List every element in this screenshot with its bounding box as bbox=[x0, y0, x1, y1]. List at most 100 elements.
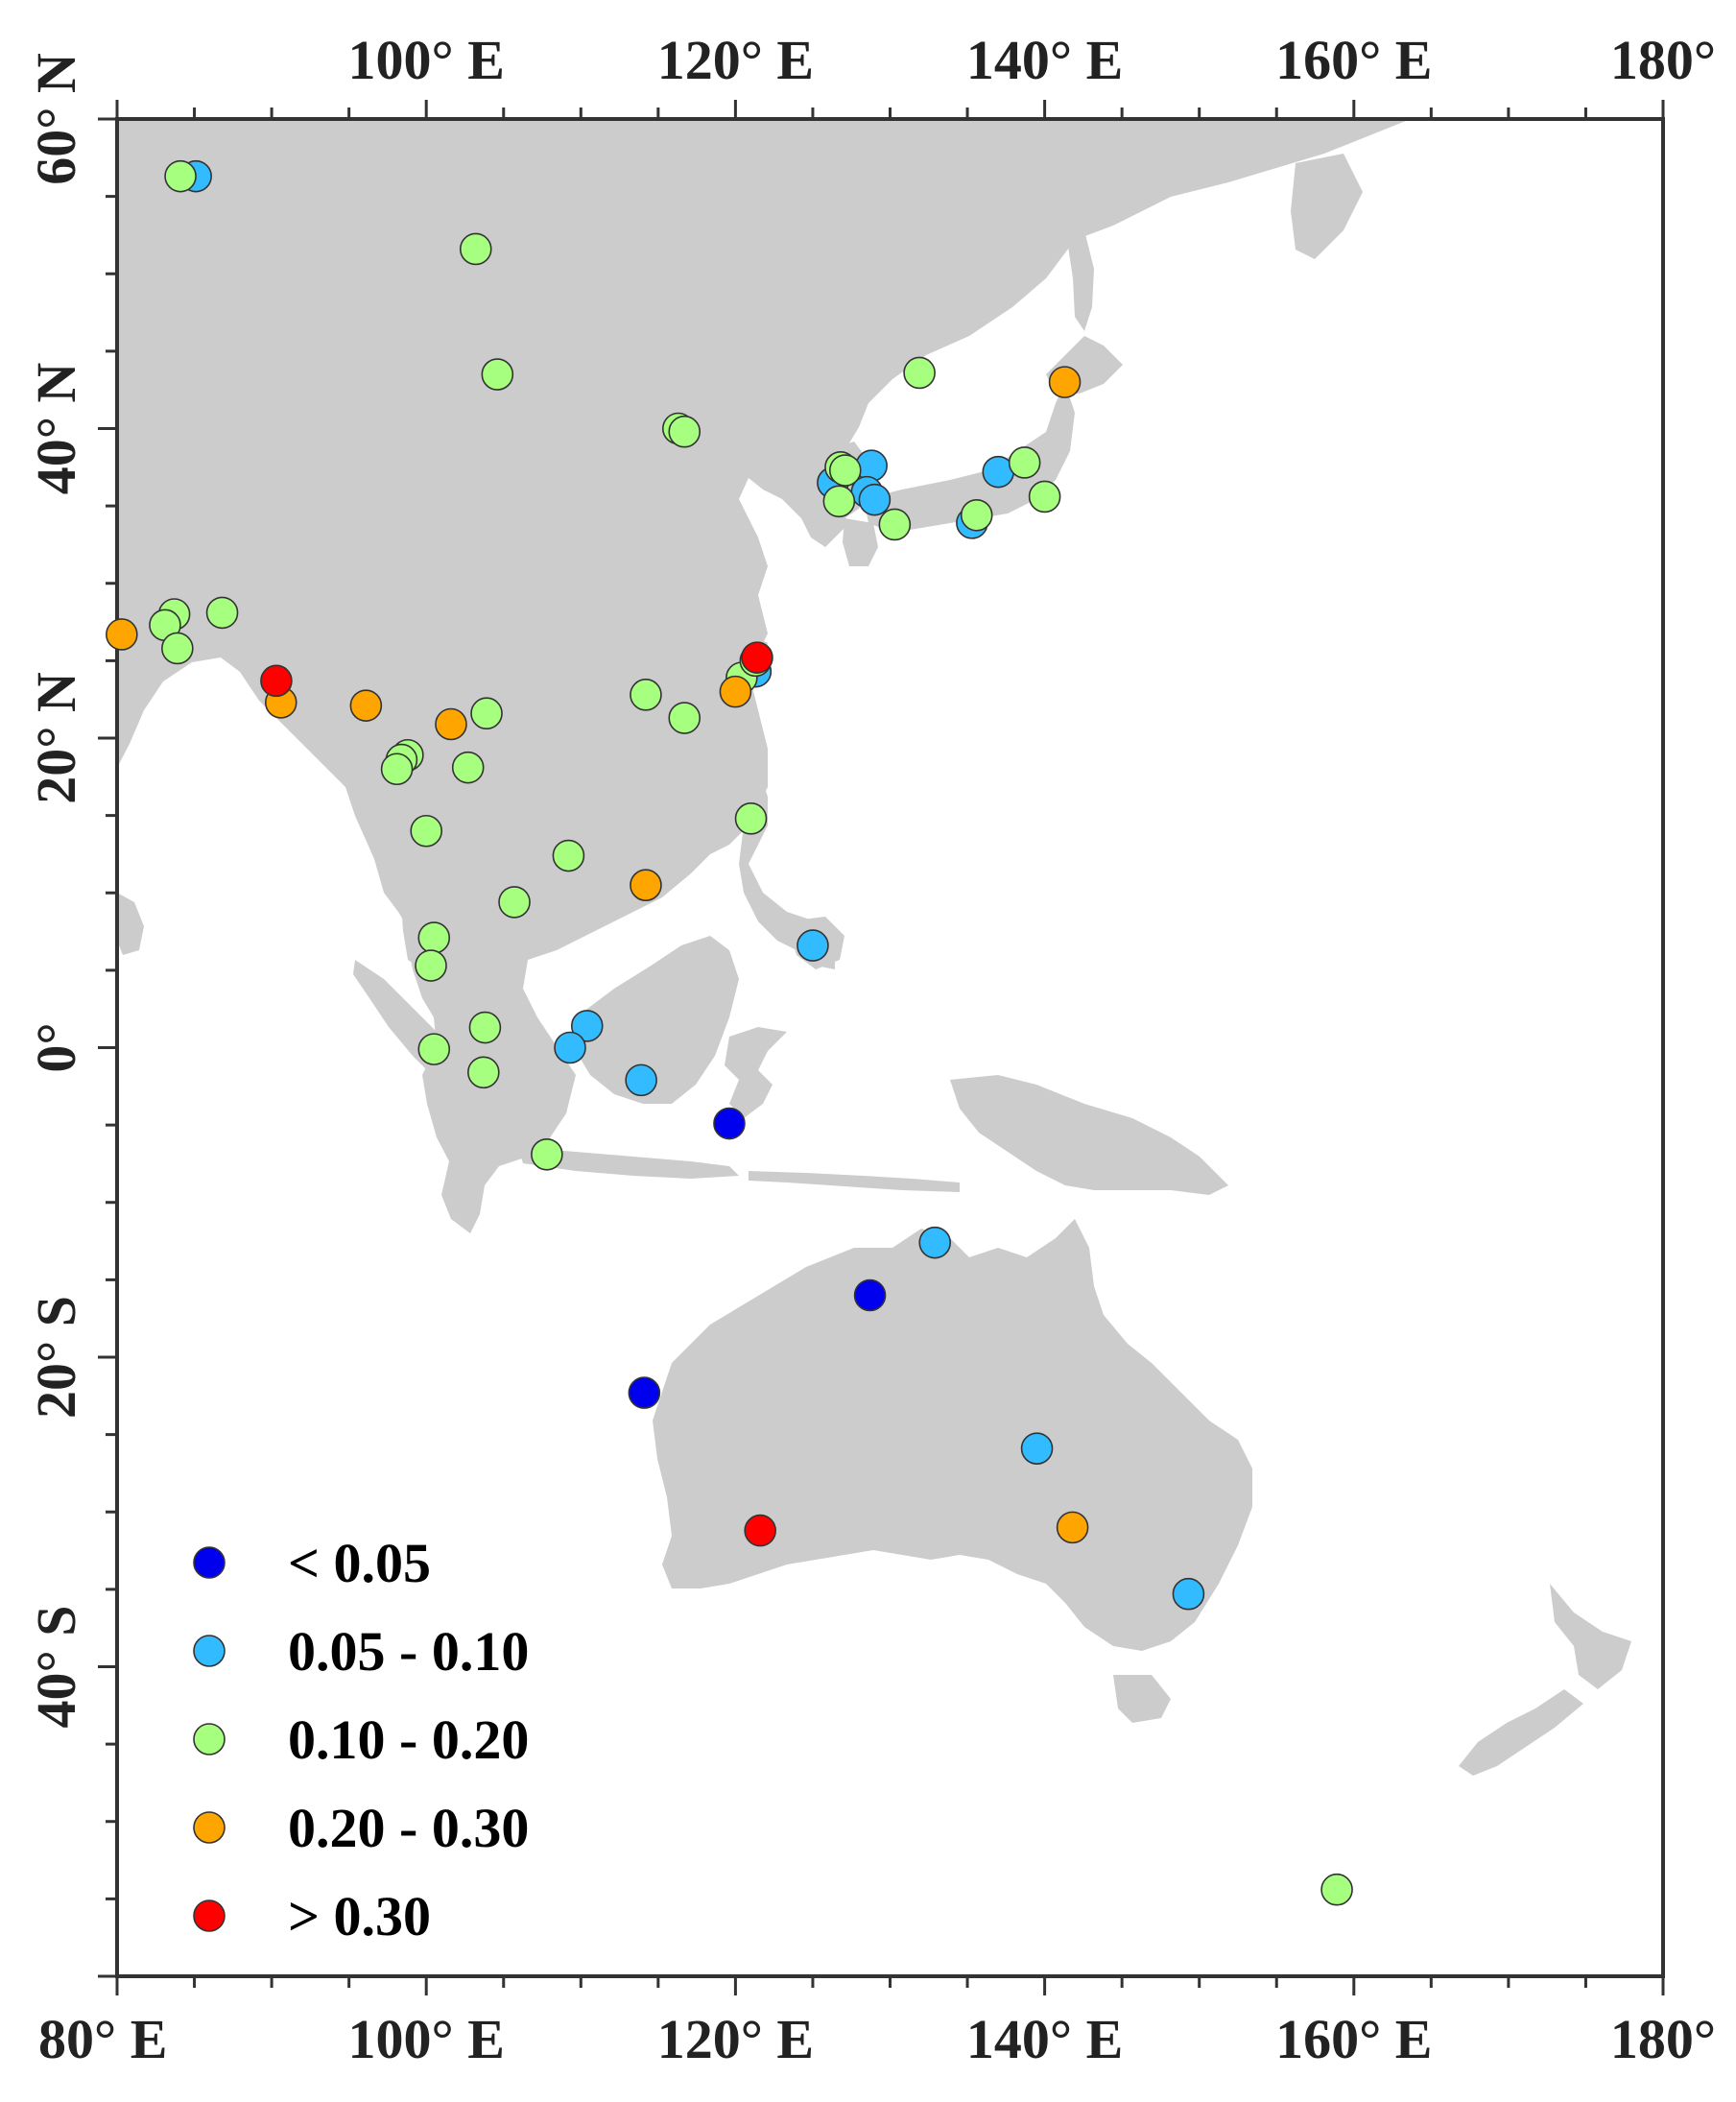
sites-layer bbox=[106, 159, 1353, 1906]
bottom-x-tick-label: 140° E bbox=[966, 2008, 1123, 2070]
y-tick-label: 40° N bbox=[25, 363, 87, 495]
site-marker bbox=[552, 839, 585, 872]
site-marker bbox=[467, 1056, 500, 1089]
site-marker bbox=[417, 1033, 451, 1065]
site-marker bbox=[470, 697, 503, 730]
site-marker bbox=[719, 675, 752, 708]
site-marker bbox=[417, 921, 451, 954]
site-marker bbox=[853, 1278, 887, 1312]
y-tick-label: 20° S bbox=[25, 1296, 87, 1419]
site-marker bbox=[797, 929, 829, 962]
site-marker bbox=[625, 1063, 657, 1097]
site-marker bbox=[858, 483, 892, 516]
site-marker bbox=[161, 632, 194, 665]
bottom-x-tick-label: 180° bbox=[1610, 2008, 1716, 2070]
site-marker bbox=[1020, 1432, 1054, 1465]
site-marker bbox=[828, 454, 862, 487]
site-marker bbox=[451, 751, 485, 784]
site-marker bbox=[668, 415, 702, 448]
top-x-tick-label: 120° E bbox=[657, 29, 814, 91]
legend-label: 0.05 - 0.10 bbox=[288, 1620, 529, 1683]
land-sakhalin bbox=[1067, 211, 1094, 331]
site-marker bbox=[903, 356, 936, 390]
site-marker bbox=[878, 508, 912, 541]
site-marker bbox=[855, 449, 888, 483]
bottom-x-tick-label: 100° E bbox=[348, 2008, 505, 2070]
site-marker bbox=[1320, 1873, 1353, 1906]
land-sri-lanka bbox=[117, 893, 144, 955]
y-tick-label: 0° bbox=[25, 1022, 87, 1072]
site-marker bbox=[668, 702, 702, 734]
site-marker bbox=[380, 752, 414, 786]
land-borneo bbox=[576, 936, 739, 1104]
axes: 100° E 120° E 140° E 160° E 180° 80° E 100° E 1… bbox=[25, 29, 1716, 2070]
legend-swatch bbox=[193, 1899, 226, 1932]
land-new-zealand-north bbox=[1550, 1584, 1631, 1689]
land-japan-kyushu bbox=[843, 518, 878, 566]
site-marker bbox=[822, 485, 856, 518]
land-new-guinea bbox=[950, 1075, 1228, 1195]
land-lesser-sunda bbox=[749, 1171, 960, 1192]
legend-label: < 0.05 bbox=[288, 1532, 431, 1594]
site-marker bbox=[713, 1107, 746, 1140]
bottom-x-tick-label: 160° E bbox=[1275, 2008, 1432, 2070]
legend: < 0.05 0.05 - 0.10 0.10 - 0.20 0.20 - 0.30 >… bbox=[193, 1532, 529, 1947]
site-marker bbox=[205, 596, 239, 630]
site-marker bbox=[1172, 1577, 1205, 1611]
site-marker bbox=[918, 1226, 952, 1259]
site-marker bbox=[1048, 366, 1082, 398]
land-australia bbox=[653, 1219, 1252, 1651]
site-marker bbox=[554, 1031, 586, 1064]
tick-marks bbox=[98, 100, 1665, 1995]
land-kamchatka bbox=[1291, 154, 1363, 259]
legend-label: 0.20 - 0.30 bbox=[288, 1797, 529, 1859]
top-x-tick-label: 140° E bbox=[966, 29, 1123, 91]
site-marker bbox=[744, 1514, 776, 1547]
top-x-tick-label: 160° E bbox=[1275, 29, 1432, 91]
site-marker bbox=[481, 358, 514, 391]
site-marker bbox=[630, 679, 662, 711]
y-tick-label: 40° S bbox=[25, 1606, 87, 1729]
site-marker bbox=[1028, 480, 1061, 514]
site-marker bbox=[164, 159, 197, 193]
legend-swatch bbox=[193, 1811, 226, 1844]
site-marker bbox=[960, 498, 993, 532]
site-marker bbox=[628, 1376, 661, 1409]
site-marker bbox=[1008, 446, 1041, 479]
top-x-tick-label: 100° E bbox=[348, 29, 505, 91]
legend-label: 0.10 - 0.20 bbox=[288, 1708, 529, 1771]
bottom-x-tick-label: 80° E bbox=[38, 2008, 167, 2070]
site-marker bbox=[260, 664, 293, 698]
site-marker bbox=[734, 802, 768, 835]
land-sulawesi bbox=[725, 1027, 787, 1118]
site-marker bbox=[570, 1010, 604, 1042]
site-marker bbox=[498, 886, 531, 919]
y-tick-label: 20° N bbox=[25, 672, 87, 804]
top-x-tick-label: 180° bbox=[1610, 29, 1716, 91]
legend-swatch bbox=[193, 1635, 226, 1667]
site-marker bbox=[349, 689, 383, 722]
land-hainan bbox=[561, 725, 590, 753]
land-java bbox=[518, 1147, 739, 1179]
tick-labels: 100° E 120° E 140° E 160° E 180° 80° E 100° E 1… bbox=[25, 29, 1716, 2070]
site-marker bbox=[630, 869, 662, 901]
site-marker bbox=[410, 814, 443, 848]
y-tick-label: 60° N bbox=[25, 53, 87, 185]
site-marker bbox=[1056, 1511, 1089, 1544]
land-new-zealand-south bbox=[1459, 1689, 1583, 1776]
site-marker bbox=[531, 1137, 563, 1171]
legend-label: > 0.30 bbox=[288, 1885, 431, 1947]
site-marker bbox=[459, 232, 492, 266]
site-marker bbox=[468, 1011, 502, 1044]
land-japan-honshu bbox=[864, 384, 1075, 533]
bottom-x-tick-label: 120° E bbox=[657, 2008, 814, 2070]
site-marker bbox=[741, 641, 773, 674]
site-marker bbox=[415, 949, 447, 982]
land-masses bbox=[117, 119, 1631, 1776]
legend-swatch bbox=[193, 1546, 226, 1579]
land-tasmania bbox=[1113, 1675, 1171, 1723]
site-marker bbox=[435, 707, 467, 741]
legend-swatch bbox=[193, 1723, 226, 1756]
site-marker bbox=[106, 618, 138, 651]
